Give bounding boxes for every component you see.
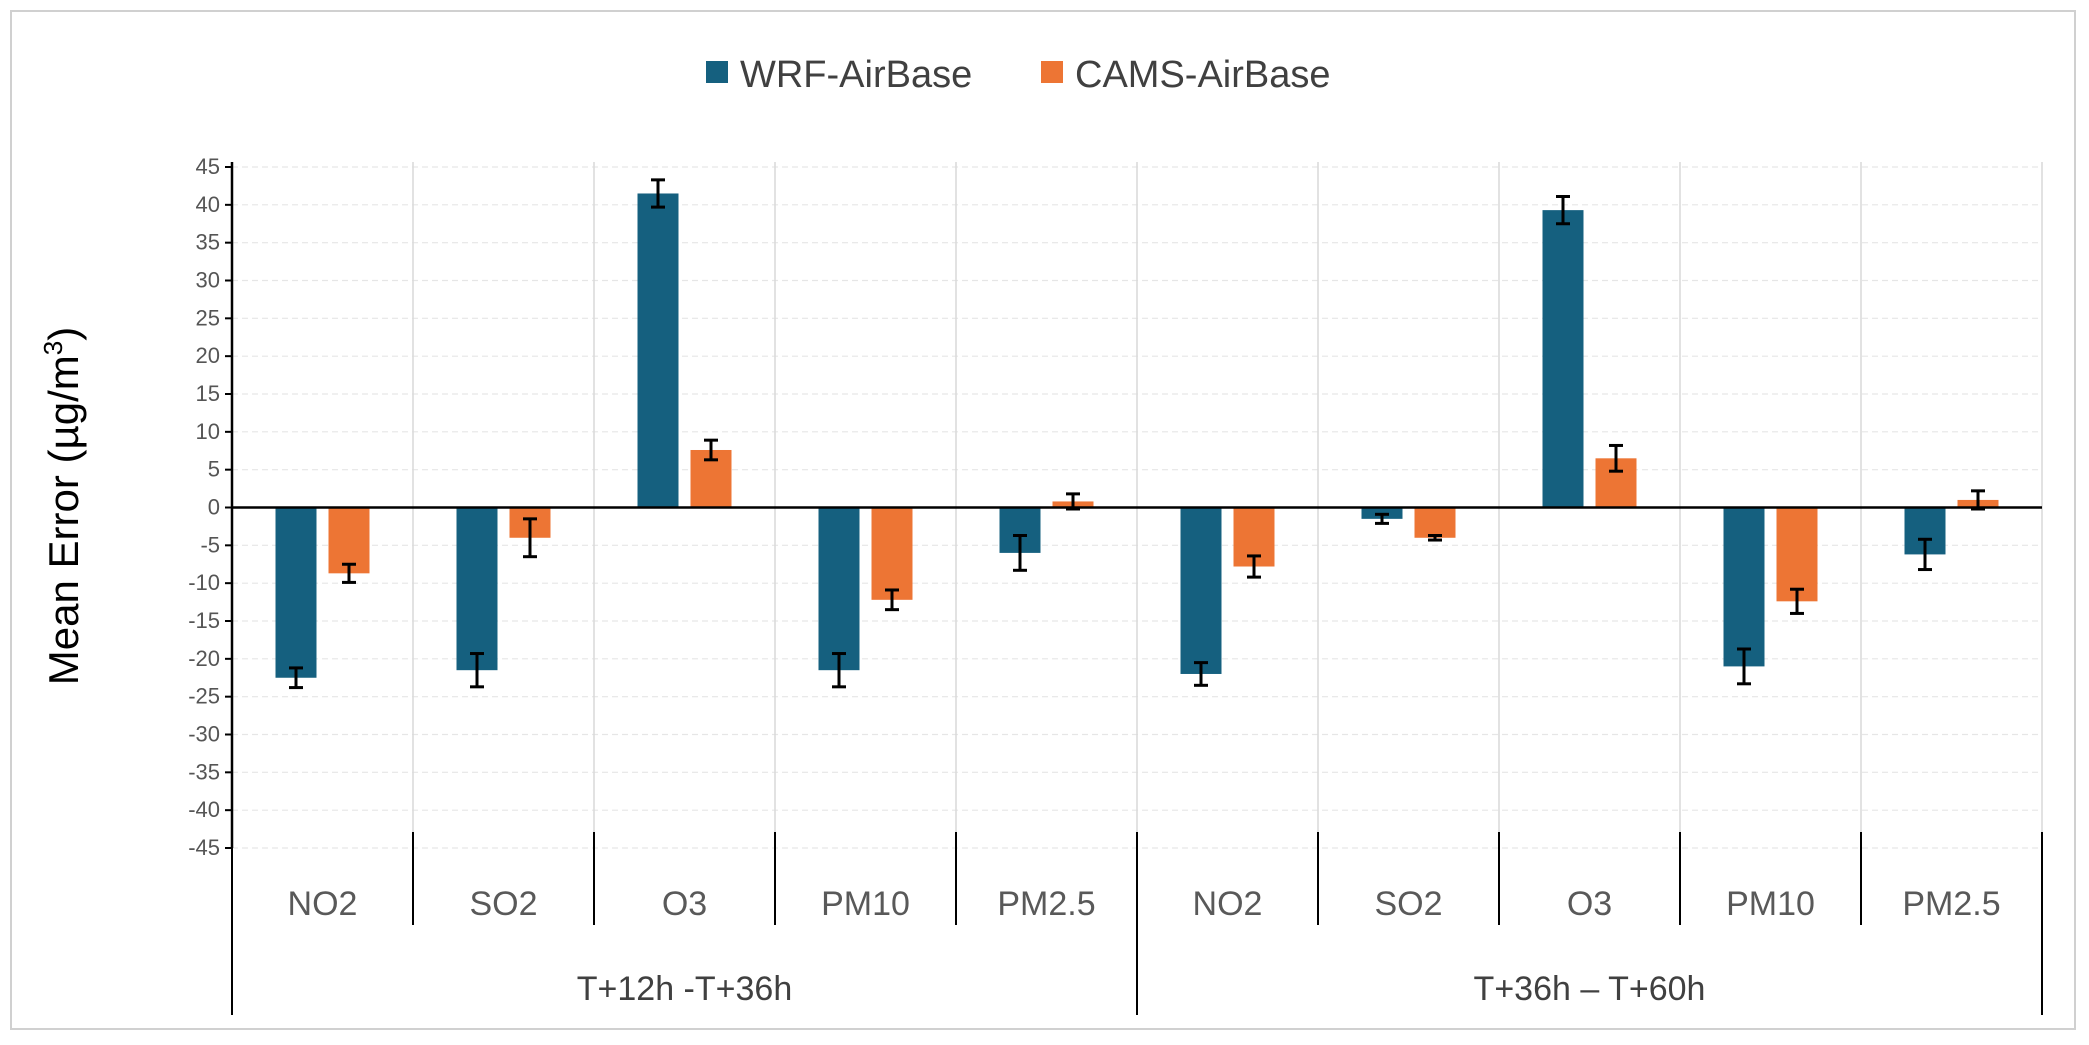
y-tick-label: -25 <box>188 684 220 709</box>
y-tick-label: 30 <box>196 268 220 293</box>
y-tick-label: -40 <box>188 797 220 822</box>
category-label: SO2 <box>1374 885 1442 923</box>
bar-wrf-airbase <box>1180 507 1222 674</box>
category-label: NO2 <box>1193 885 1263 923</box>
bar-wrf-airbase <box>275 507 317 678</box>
category-label: PM10 <box>1726 885 1815 923</box>
y-tick-label: -10 <box>188 570 220 595</box>
category-label: PM2.5 <box>1902 885 2000 923</box>
y-tick-label: -45 <box>188 835 220 860</box>
y-tick-label: 25 <box>196 305 220 330</box>
chart-frame <box>10 10 2076 1030</box>
category-label: O3 <box>662 885 707 923</box>
y-tick-label: -5 <box>200 532 220 557</box>
bar-wrf-airbase <box>818 507 860 671</box>
category-label: NO2 <box>288 885 358 923</box>
y-tick-label: 40 <box>196 192 220 217</box>
bar-wrf-airbase <box>1723 507 1765 667</box>
bar-wrf-airbase <box>637 193 679 508</box>
y-tick-label: 0 <box>208 495 220 520</box>
y-tick-label: -15 <box>188 608 220 633</box>
y-tick-label: -35 <box>188 759 220 784</box>
bar-cams-airbase <box>871 507 913 600</box>
group-label: T+12h -T+36h <box>577 970 792 1008</box>
legend-label: WRF-AirBase <box>740 54 972 96</box>
bar-cams-airbase <box>1414 507 1456 538</box>
bar-cams-airbase <box>1776 507 1818 602</box>
legend: WRF-AirBase CAMS-AirBase <box>706 54 1331 96</box>
bars <box>275 193 1999 678</box>
category-label: PM10 <box>821 885 910 923</box>
y-tick-label: -20 <box>188 646 220 671</box>
y-tick-label: 15 <box>196 381 220 406</box>
legend-swatch <box>1041 61 1063 83</box>
y-tick-labels: 45 40 35 30 25 20 15 10 5 0 -5 -10 -15 -20 -25 -30 -35 -4… <box>188 154 220 860</box>
category-label: PM2.5 <box>997 885 1095 923</box>
gridlines <box>232 162 2043 849</box>
axes <box>225 162 2043 1015</box>
y-tick-label: 10 <box>196 419 220 444</box>
category-labels: NO2 SO2 O3 PM10 PM2.5 T+12h -T+36h NO2 SO2 O3 PM1… <box>288 885 2001 1008</box>
y-axis-label: Mean Error (µg/m3) <box>38 327 87 685</box>
error-bars <box>289 178 1985 690</box>
legend-label: CAMS-AirBase <box>1075 54 1331 96</box>
legend-swatch <box>706 61 728 83</box>
y-tick-label: 45 <box>196 154 220 179</box>
y-tick-label: 35 <box>196 230 220 255</box>
bar-cams-airbase <box>328 507 370 574</box>
y-tick-label: 5 <box>208 457 220 482</box>
bar-wrf-airbase <box>456 507 498 671</box>
bar-wrf-airbase <box>1542 210 1584 508</box>
group-label: T+36h – T+60h <box>1474 970 1706 1008</box>
category-label: SO2 <box>469 885 537 923</box>
y-tick-label: -30 <box>188 722 220 747</box>
category-label: O3 <box>1567 885 1612 923</box>
y-tick-label: 20 <box>196 343 220 368</box>
